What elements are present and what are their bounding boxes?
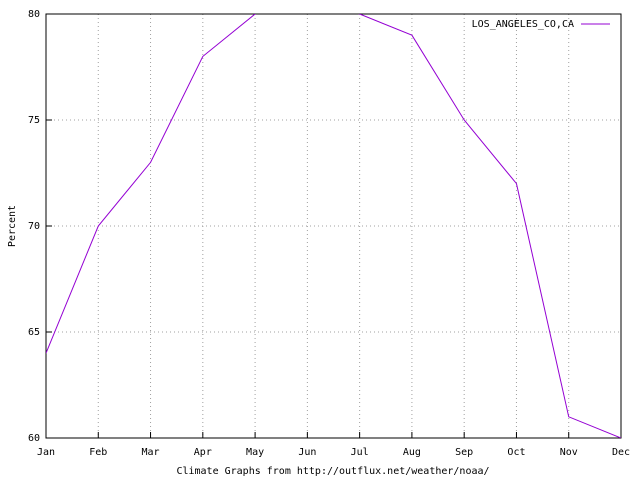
x-tick-label: Jun xyxy=(298,447,316,458)
x-tick-label: Apr xyxy=(194,447,212,458)
x-axis-label: Climate Graphs from http://outflux.net/w… xyxy=(176,466,489,477)
x-tick-label: Jul xyxy=(351,447,369,458)
x-tick-label: Sep xyxy=(455,447,473,458)
x-tick-label: Dec xyxy=(612,447,630,458)
series-line xyxy=(46,14,621,438)
y-tick-label: 75 xyxy=(28,115,40,126)
y-tick-label: 70 xyxy=(28,221,40,232)
x-tick-label: Feb xyxy=(89,447,107,458)
x-tick-label: Mar xyxy=(142,447,160,458)
y-tick-label: 65 xyxy=(28,327,40,338)
legend-label: LOS_ANGELES_CO,CA xyxy=(472,19,574,30)
x-tick-label: Nov xyxy=(560,447,578,458)
x-tick-label: May xyxy=(246,447,264,458)
x-tick-label: Aug xyxy=(403,447,421,458)
x-tick-label: Jan xyxy=(37,447,55,458)
plot-border xyxy=(45,13,622,439)
y-axis-label: Percent xyxy=(7,205,18,247)
y-tick-label: 80 xyxy=(28,9,40,20)
x-tick-label: Oct xyxy=(507,447,525,458)
y-tick-label: 60 xyxy=(28,433,40,444)
